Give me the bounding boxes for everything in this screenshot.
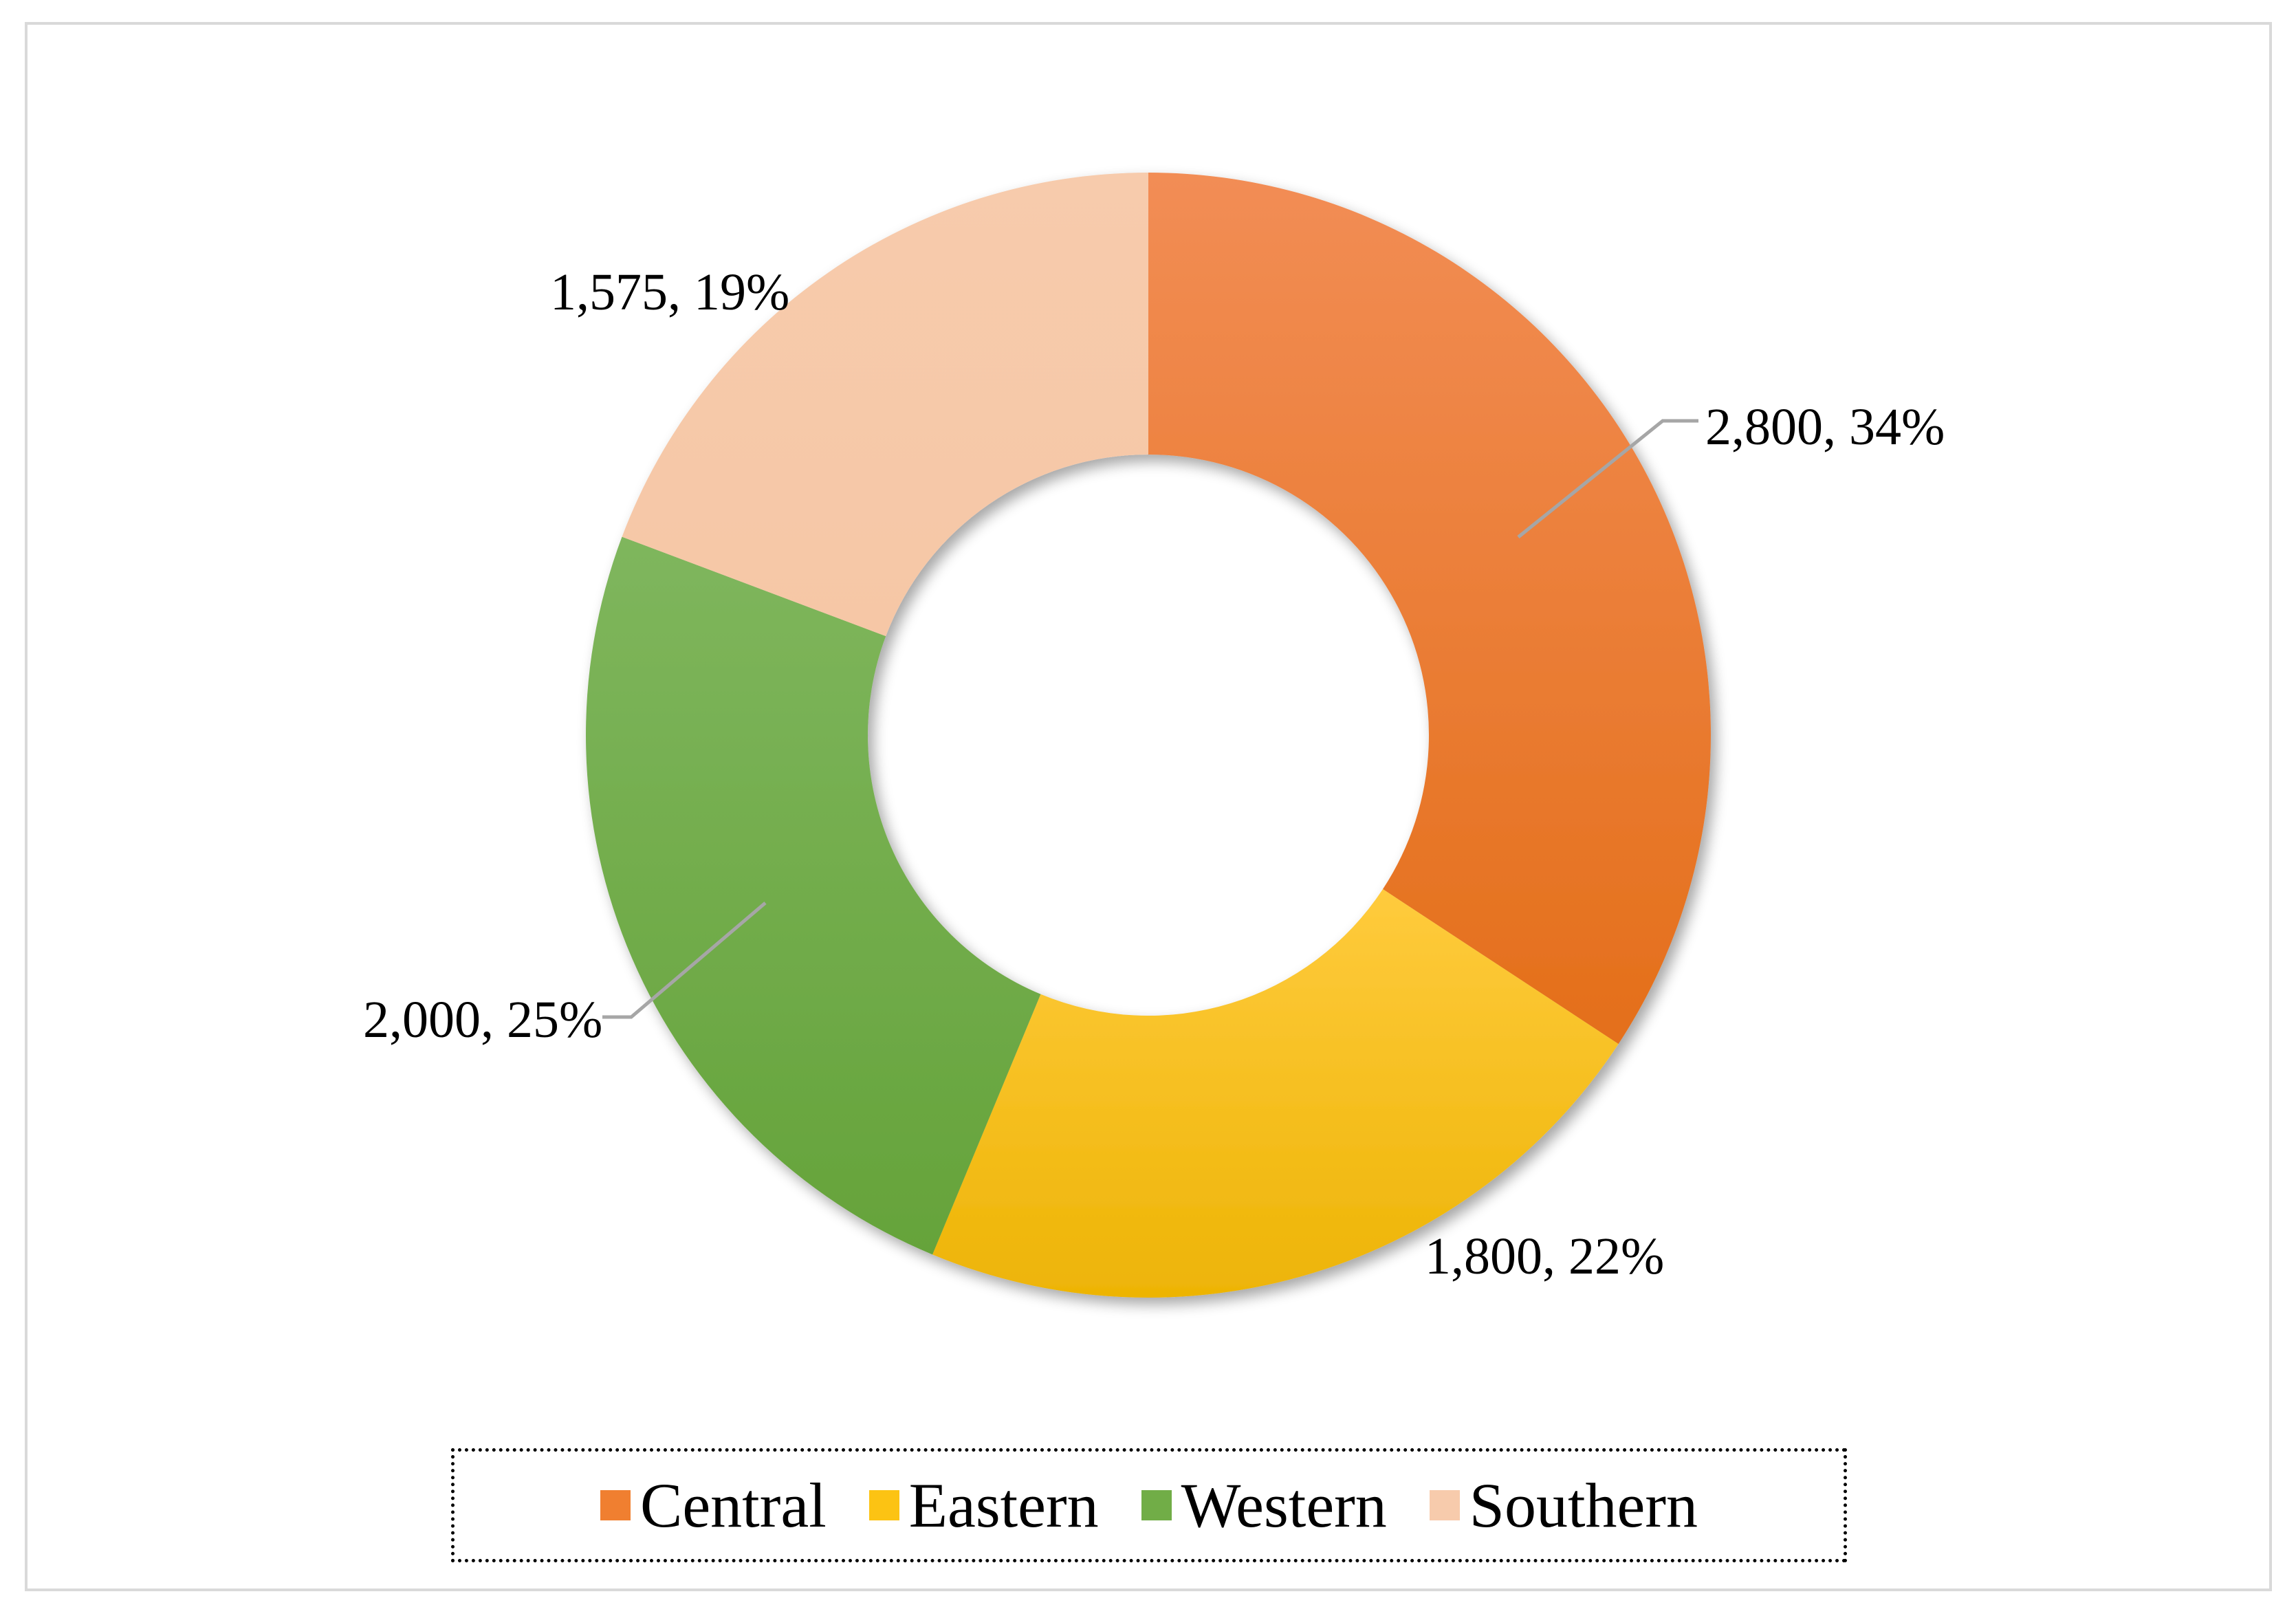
leader-line-western bbox=[602, 902, 767, 1019]
donut-slice-southern bbox=[622, 173, 1148, 637]
data-label-central: 2,800, 34% bbox=[1705, 398, 1945, 456]
leader-line-central bbox=[1517, 419, 1698, 538]
legend-label-southern: Southern bbox=[1469, 1470, 1698, 1540]
donut-slices bbox=[586, 173, 1712, 1298]
legend-label-western: Western bbox=[1181, 1470, 1387, 1540]
donut-slice-eastern bbox=[932, 889, 1619, 1298]
legend-item-eastern: Eastern bbox=[868, 1470, 1099, 1540]
donut-slice-western bbox=[586, 536, 1041, 1255]
legend-swatch-southern bbox=[1429, 1490, 1460, 1520]
donut-slice-central bbox=[1148, 173, 1712, 1045]
chart-legend: Central Eastern Western Southern bbox=[451, 1448, 1847, 1562]
leader-lines bbox=[602, 419, 1698, 1019]
legend-swatch-central bbox=[600, 1490, 631, 1520]
legend-swatch-eastern bbox=[868, 1490, 899, 1520]
legend-item-central: Central bbox=[600, 1474, 827, 1537]
data-label-eastern: 1,800, 22% bbox=[1425, 1227, 1664, 1285]
legend-label-central: Central bbox=[639, 1470, 827, 1540]
legend-label-eastern: Eastern bbox=[908, 1470, 1099, 1540]
data-label-western: 2,000, 25% bbox=[363, 991, 602, 1049]
data-labels: 2,800, 34% 1,800, 22% 2,000, 25% 1,575, … bbox=[363, 263, 1945, 1285]
legend-swatch-western bbox=[1141, 1490, 1172, 1520]
data-label-southern: 1,575, 19% bbox=[550, 263, 789, 321]
legend-item-southern: Southern bbox=[1429, 1470, 1698, 1540]
legend-item-western: Western bbox=[1141, 1474, 1387, 1537]
